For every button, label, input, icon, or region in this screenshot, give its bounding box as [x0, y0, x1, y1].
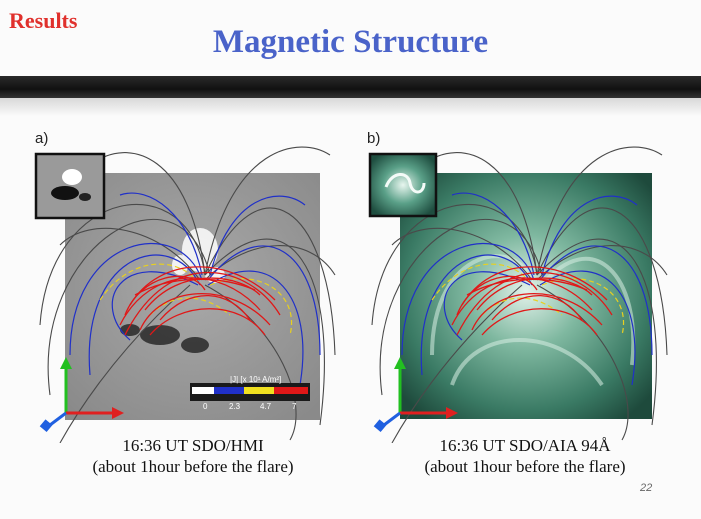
- title-divider-bar: [0, 76, 701, 98]
- colorbar-tick: 7: [292, 402, 297, 411]
- panel-aia: b): [362, 125, 672, 443]
- panel-hmi: |J| [x 10¹ A/m²] 0 2.3 4.7 7 a): [30, 125, 340, 443]
- panel-label: a): [35, 130, 49, 147]
- slide-title: Magnetic Structure: [212, 24, 489, 60]
- caption-line: (about 1hour before the flare): [424, 457, 626, 476]
- panel-label: b): [367, 130, 381, 147]
- colorbar-tick: 4.7: [260, 402, 272, 411]
- caption-hmi: 16:36 UT SDO/HMI (about 1hour before the…: [28, 435, 358, 477]
- colorbar-tick: 0: [203, 402, 208, 411]
- caption-aia: 16:36 UT SDO/AIA 94Å (about 1hour before…: [360, 435, 690, 477]
- aia-field-line-image: [368, 146, 668, 443]
- hmi-field-line-image: |J| [x 10¹ A/m²] 0 2.3 4.7 7: [34, 146, 336, 443]
- page-number: 22: [640, 482, 653, 494]
- caption-line: 16:36 UT SDO/HMI: [122, 436, 264, 455]
- colorbar-tick: 2.3: [229, 402, 241, 411]
- section-label: Results: [9, 8, 78, 33]
- caption-line: (about 1hour before the flare): [92, 457, 294, 476]
- title-divider-shadow: [0, 98, 701, 116]
- caption-line: 16:36 UT SDO/AIA 94Å: [439, 436, 611, 455]
- colorbar-label: |J| [x 10¹ A/m²]: [230, 375, 281, 384]
